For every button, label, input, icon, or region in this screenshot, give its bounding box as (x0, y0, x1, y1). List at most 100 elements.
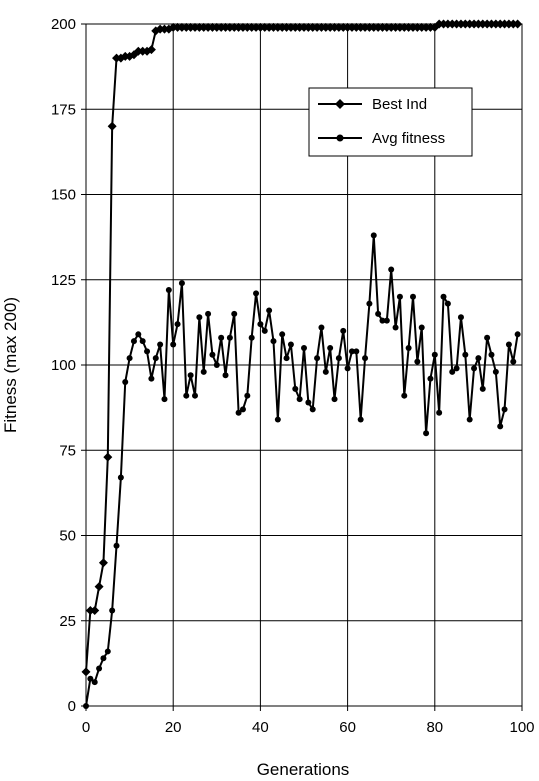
data-point-circle (91, 679, 98, 686)
data-point-circle (396, 293, 403, 300)
data-point-circle (279, 331, 286, 338)
data-point-circle (261, 327, 268, 334)
data-point-circle (144, 348, 151, 355)
data-point-circle (192, 392, 198, 399)
data-point-circle (117, 474, 124, 481)
y-tick-label: 25 (59, 613, 76, 630)
data-point-circle (96, 665, 103, 672)
series-best-ind (81, 19, 523, 677)
legend-label-avg: Avg fitness (372, 130, 445, 147)
data-point-circle (257, 321, 264, 328)
data-point-circle (231, 310, 238, 317)
data-point-circle (83, 703, 89, 709)
y-tick-label: 50 (59, 528, 76, 545)
data-point-circle (327, 344, 334, 351)
data-point-circle (431, 351, 438, 358)
data-point-circle (244, 392, 251, 399)
data-point-circle (209, 351, 216, 358)
data-point-circle (161, 396, 168, 403)
data-point-circle (253, 290, 260, 297)
data-point-circle (314, 355, 321, 362)
data-point-circle (505, 341, 512, 348)
data-point-circle (152, 355, 159, 362)
data-point-circle (122, 379, 129, 386)
data-point-circle (344, 365, 351, 372)
x-tick-label: 60 (339, 719, 356, 736)
series-line (85, 234, 519, 707)
data-point-circle (492, 368, 499, 375)
data-point-circle (484, 334, 491, 341)
data-point-circle (205, 310, 212, 317)
data-point-circle (309, 406, 316, 413)
data-point-circle (471, 365, 478, 372)
data-point-circle (130, 338, 137, 345)
data-point-circle (335, 355, 342, 362)
series-group (81, 19, 523, 709)
data-point-circle (305, 399, 312, 406)
data-point-circle (157, 341, 164, 348)
data-point-circle (488, 351, 495, 358)
x-tick-label: 80 (426, 719, 443, 736)
data-point-circle (375, 310, 382, 317)
data-point-diamond (90, 606, 100, 616)
data-point-diamond (107, 121, 117, 131)
x-tick-label: 40 (252, 719, 269, 736)
x-axis-title: Generations (257, 760, 350, 779)
data-point-diamond (146, 45, 156, 55)
data-point-circle (479, 385, 486, 392)
data-point-circle (183, 392, 190, 399)
legend-marker-avg-circle (336, 134, 344, 142)
data-point-circle (436, 409, 443, 416)
data-point-circle (457, 314, 464, 321)
data-point-diamond (103, 452, 113, 462)
data-point-circle (174, 321, 181, 328)
data-point-circle (200, 368, 207, 375)
y-tick-label: 175 (51, 101, 76, 118)
data-point-circle (104, 648, 111, 655)
data-point-diamond (81, 667, 91, 677)
data-point-circle (274, 416, 281, 423)
data-point-circle (218, 334, 225, 341)
x-tick-label: 20 (165, 719, 182, 736)
data-point-circle (296, 396, 303, 403)
data-point-circle (449, 368, 456, 375)
data-point-circle (357, 416, 364, 423)
data-point-circle (100, 655, 107, 662)
y-tick-labels: 0 25 50 75 100 125 150 175 200 (51, 16, 76, 715)
data-point-circle (270, 338, 277, 345)
x-tick-label: 100 (509, 719, 534, 736)
data-point-circle (170, 341, 177, 348)
data-point-circle (235, 409, 242, 416)
data-point-diamond (513, 19, 523, 29)
data-point-circle (370, 232, 377, 239)
y-tick-label: 200 (51, 16, 76, 33)
series-avg-fitness (83, 232, 521, 709)
data-point-circle (196, 314, 203, 321)
data-point-circle (340, 327, 347, 334)
data-point-circle (362, 355, 369, 362)
data-point-diamond (94, 582, 104, 592)
data-point-circle (423, 430, 430, 437)
data-point-circle (353, 348, 360, 355)
data-point-circle (301, 344, 307, 351)
y-tick-label: 0 (68, 698, 76, 715)
data-point-circle (410, 293, 416, 300)
data-point-circle (497, 423, 504, 430)
y-axis-title: Fitness (max 200) (1, 297, 20, 433)
data-point-circle (126, 355, 133, 362)
data-point-circle (109, 607, 116, 614)
data-point-circle (187, 372, 194, 379)
legend-marker-best-diamond (335, 99, 345, 109)
data-point-circle (462, 351, 469, 358)
data-point-circle (165, 286, 172, 293)
data-point-circle (383, 317, 390, 324)
x-tick-label: 0 (82, 719, 90, 736)
data-point-circle (266, 307, 273, 314)
data-point-circle (226, 334, 233, 341)
data-point-circle (379, 317, 386, 324)
data-point-circle (322, 368, 329, 375)
data-point-circle (444, 300, 451, 307)
data-point-circle (113, 542, 120, 549)
data-point-circle (87, 675, 94, 682)
